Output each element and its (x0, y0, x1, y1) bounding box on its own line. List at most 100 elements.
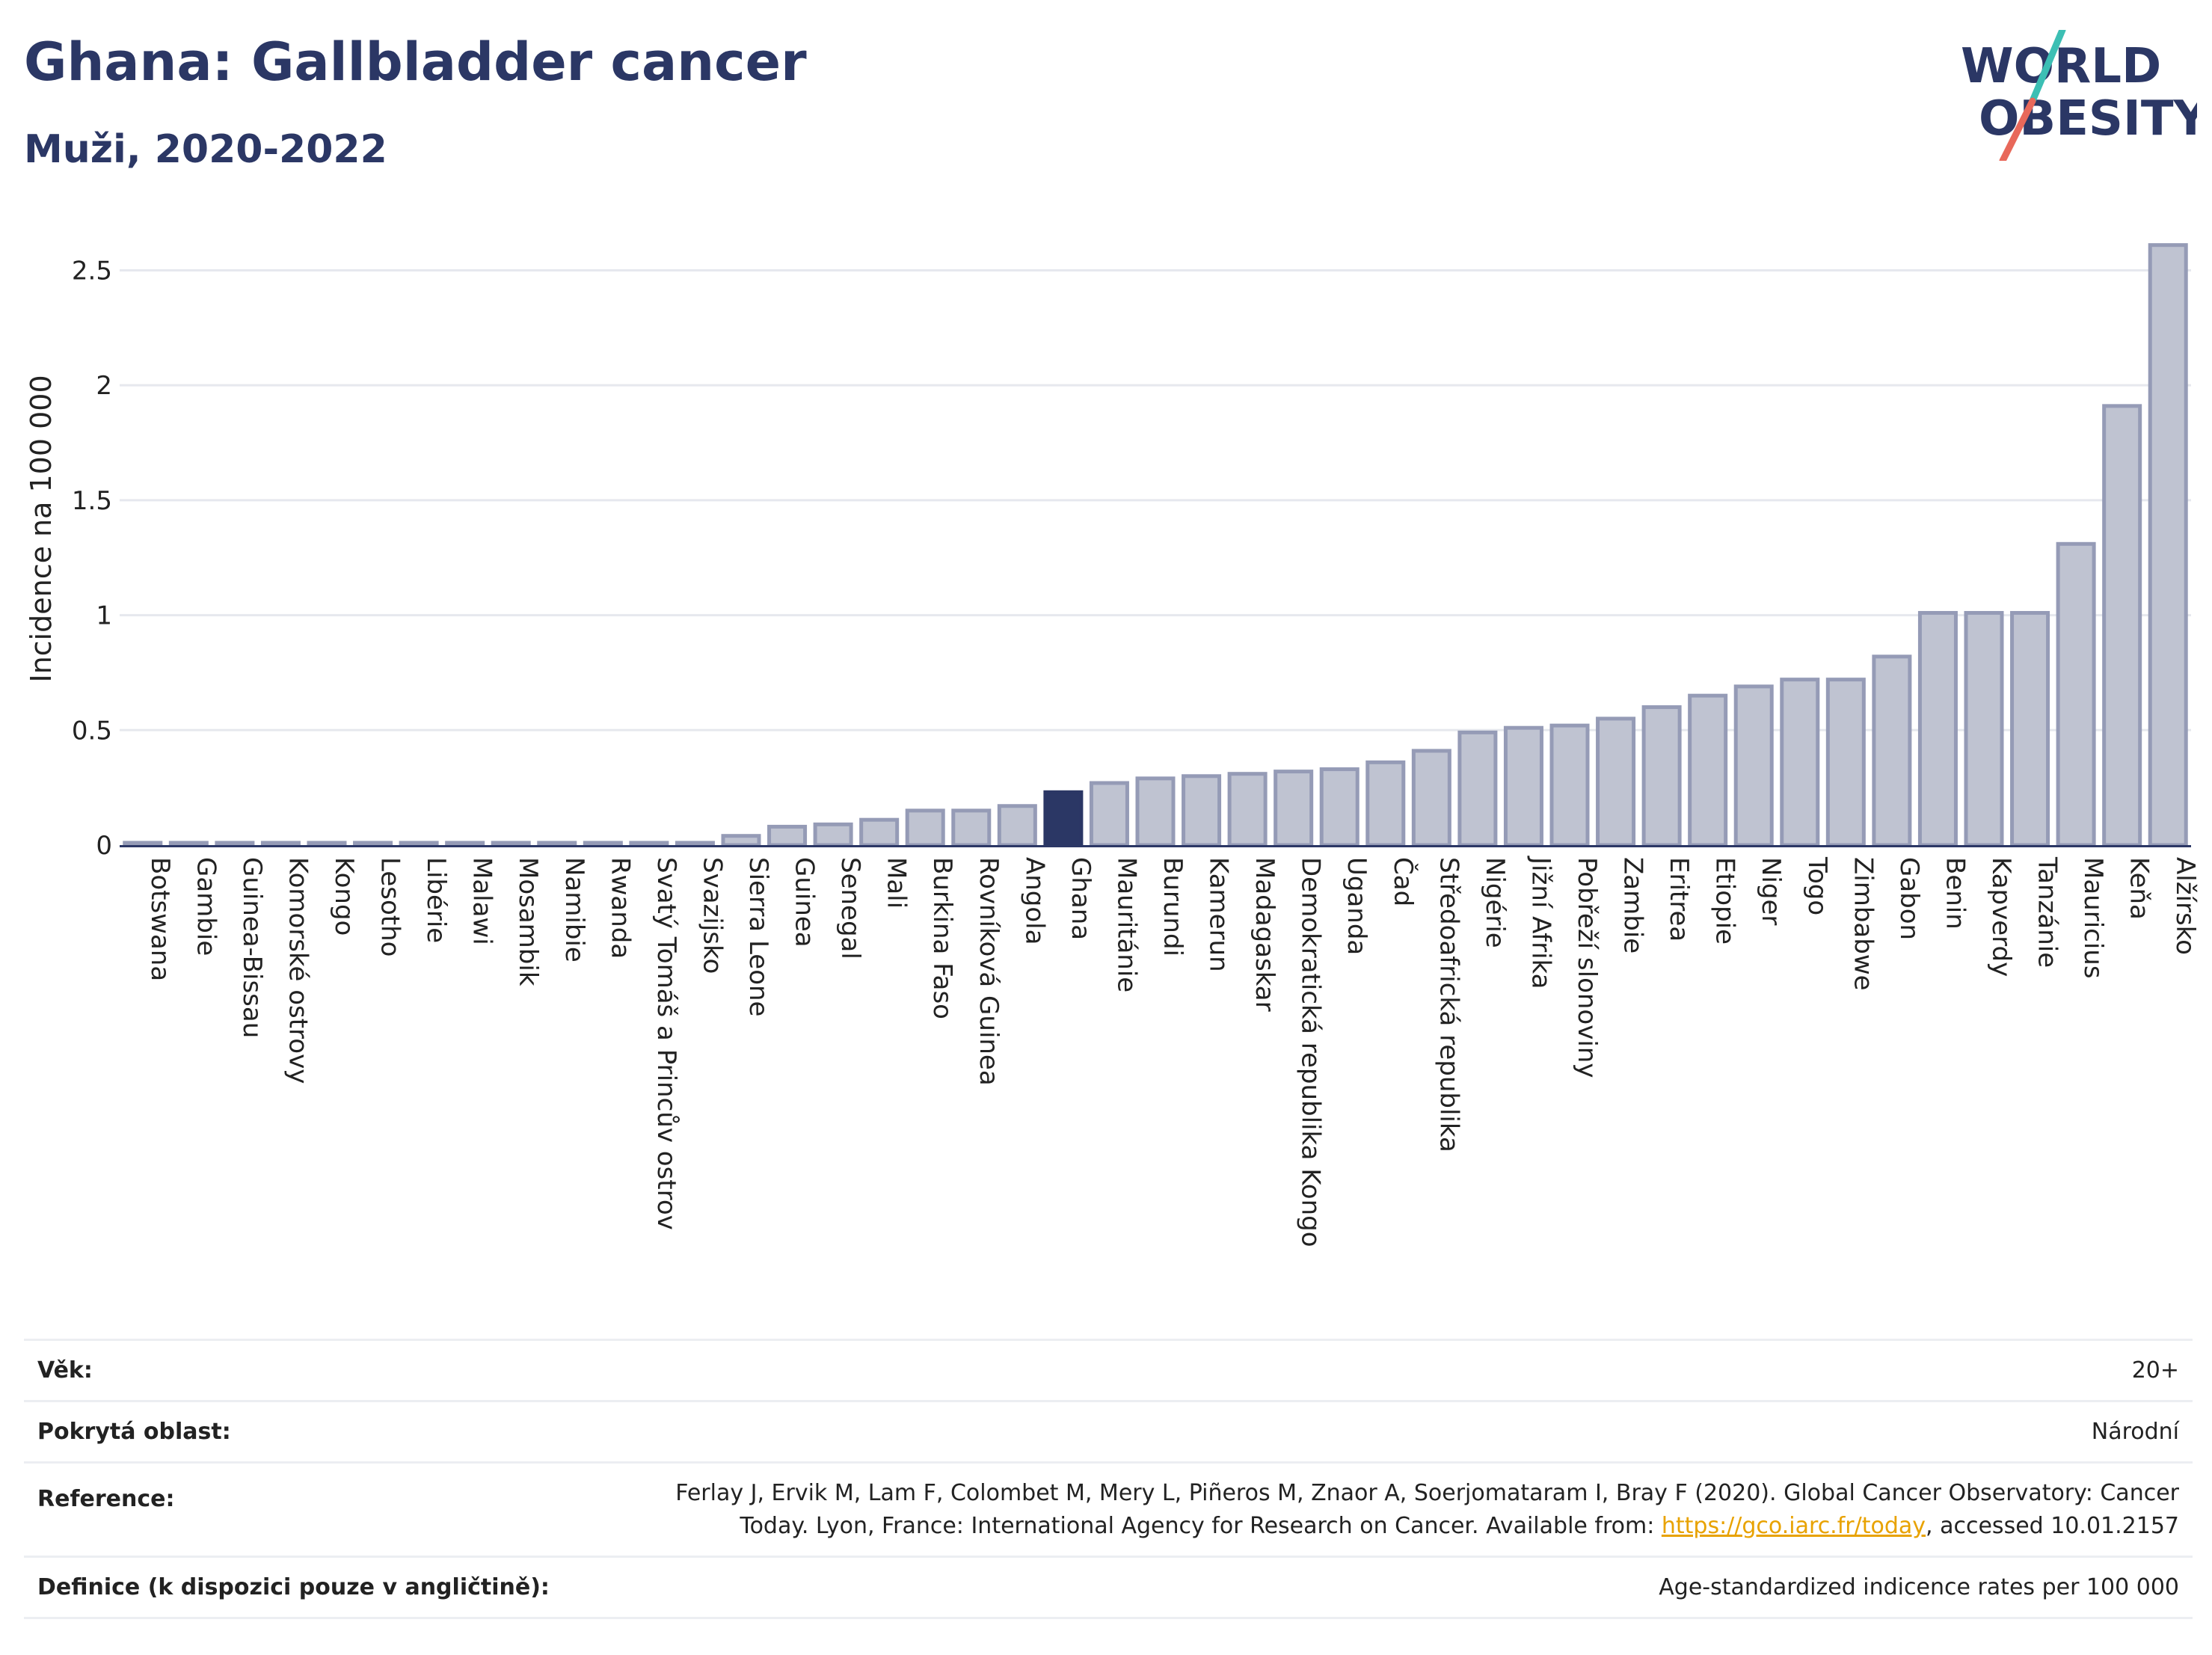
x-tick-label: Svazijsko (697, 857, 727, 974)
bar-lesotho (353, 841, 393, 847)
bar-burkina-faso (905, 808, 945, 847)
x-tick-label: Mauritánie (1111, 857, 1141, 992)
bar-komorské-ostrovy (260, 841, 301, 847)
bar-jižní-afrika (1503, 725, 1543, 847)
meta-value: Ferlay J, Ervik M, Lam F, Colombet M, Me… (589, 1461, 2193, 1557)
x-tick-label: Nigérie (1480, 857, 1510, 948)
x-tick-label: Uganda (1342, 857, 1371, 955)
x-tick-label: Pobřeží slonoviny (1572, 857, 1602, 1078)
bars (123, 243, 2188, 847)
x-tick-label: Malawi (467, 857, 497, 945)
x-tick-label: Zimbabwe (1848, 857, 1878, 991)
meta-row-age: Věk: 20+ (24, 1339, 2193, 1401)
x-tick-label: Rovníková Guinea (974, 857, 1004, 1086)
bar-středoafrická-republika (1411, 749, 1451, 847)
meta-row-definition: Definice (k dispozici pouze v angličtině… (24, 1556, 2193, 1619)
meta-label: Pokrytá oblast: (24, 1400, 589, 1463)
bar-kongo (307, 841, 347, 847)
x-tick-label: Angola (1019, 857, 1049, 945)
meta-label: Reference: (24, 1461, 589, 1557)
x-tick-label: Rwanda (605, 857, 635, 959)
bar-etiopie (1688, 693, 1728, 847)
x-tick-label: Kapverdy (1986, 857, 2016, 977)
x-tick-label: Etiopie (1710, 857, 1740, 945)
bar-tanzánie (2010, 611, 2050, 847)
bar-mali (859, 817, 900, 847)
x-tick-label: Komorské ostrovy (283, 857, 313, 1084)
bar-niger (1733, 684, 1774, 847)
y-tick-labels: 0 0.5 1 1.5 2 2.5 (72, 256, 112, 861)
meta-label: Definice (k dispozici pouze v angličtině… (24, 1556, 589, 1619)
bar-malawi (445, 841, 485, 847)
bar-rwanda (583, 841, 623, 847)
x-tick-label: Demokratická republika Kongo (1296, 857, 1326, 1247)
x-tick-label: Čad (1388, 857, 1419, 906)
x-tick-label: Zambie (1618, 857, 1648, 954)
y-axis-label: Incidence na 100 000 (25, 375, 58, 682)
y-tick-label: 2.5 (72, 256, 112, 286)
bar-mauritánie (1089, 781, 1129, 847)
bar-pobřeží-slonoviny (1549, 723, 1590, 847)
bar-burundi (1135, 776, 1176, 847)
bar-namibie (537, 841, 577, 847)
x-tick-label: Kongo (329, 857, 359, 936)
x-tick-label: Madagaskar (1250, 857, 1279, 1012)
x-tick-label: Sierra Leone (743, 857, 773, 1016)
bar-guinea-bissau (215, 841, 255, 847)
x-tick-label: Lesotho (375, 857, 405, 957)
logo-slash-bottom (1999, 97, 2036, 161)
x-tick-label: Burundi (1158, 857, 1188, 957)
reference-line2-pre: Today. Lyon, France: International Agenc… (740, 1512, 1662, 1539)
x-tick-label: Senegal (835, 857, 865, 959)
x-tick-label: Tanzánie (2033, 856, 2062, 968)
y-tick-label: 0.5 (72, 716, 112, 746)
bar-keňa (2102, 404, 2142, 847)
bar-benin (1917, 611, 1958, 847)
x-tick-label: Mauricius (2078, 857, 2108, 979)
x-tick-label: Středoafrická republika (1434, 857, 1463, 1152)
reference-link[interactable]: https://gco.iarc.fr/today (1661, 1512, 1926, 1539)
x-tick-label: Kamerun (1204, 857, 1234, 972)
bar-rovníková-guinea (951, 808, 992, 847)
x-tick-label: Guinea-Bissau (237, 857, 267, 1038)
bar-uganda (1319, 767, 1360, 847)
x-tick-label: Niger (1756, 857, 1786, 925)
x-tick-label: Botswana (145, 857, 175, 981)
bar-mauricius (2056, 541, 2096, 847)
bar-kamerun (1182, 774, 1222, 847)
bar-chart: 0 0.5 1 1.5 2 2.5 Botswana Gambie Guinea-Bissau… (25, 243, 2200, 1247)
y-tick-label: 1 (96, 601, 112, 631)
bar-mosambik (491, 841, 531, 847)
bar-zimbabwe (1825, 678, 1866, 847)
logo-slash-top (2029, 30, 2066, 105)
bar-togo (1780, 678, 1820, 847)
bar-angola (997, 804, 1037, 847)
bar-senegal (813, 822, 853, 847)
bar-svatý-tomáš-a-princův-ostrov (629, 841, 669, 847)
bar-guinea (767, 824, 808, 847)
metadata-table: Věk: 20+ Pokrytá oblast: Národní Referen… (24, 1339, 2193, 1619)
chart-subtitle: Muži, 2020-2022 (24, 127, 387, 172)
bar-alžírsko (2148, 243, 2188, 847)
bar-eritrea (1641, 705, 1682, 847)
x-tick-label: Benin (1940, 857, 1970, 930)
meta-value: Národní (589, 1400, 2193, 1463)
bar-nigérie (1457, 730, 1498, 847)
y-tick-label: 0 (96, 831, 112, 861)
meta-row-area: Pokrytá oblast: Národní (24, 1400, 2193, 1463)
x-tick-label: Eritrea (1664, 857, 1694, 942)
x-tick-label: Guinea (790, 857, 820, 948)
x-tick-label: Ghana (1066, 857, 1096, 940)
world-obesity-logo: WORLD OBESITY (1961, 30, 2197, 161)
bar-gabon (1872, 654, 1912, 847)
x-tick-label: Svatý Tomáš a Princův ostrov (651, 857, 681, 1230)
bar-svazijsko (675, 841, 715, 847)
bar-ghana (1043, 790, 1084, 847)
x-tick-label: Gambie (191, 857, 221, 956)
meta-label: Věk: (24, 1339, 589, 1401)
meta-value: Age-standardized indicence rates per 100… (589, 1556, 2193, 1619)
bar-botswana (123, 841, 163, 847)
logo-word-world: WORLD (1961, 39, 2161, 94)
x-tick-labels: Botswana Gambie Guinea-Bissau Komorské ostr… (145, 856, 2200, 1247)
x-tick-label: Gabon (1894, 857, 1924, 940)
